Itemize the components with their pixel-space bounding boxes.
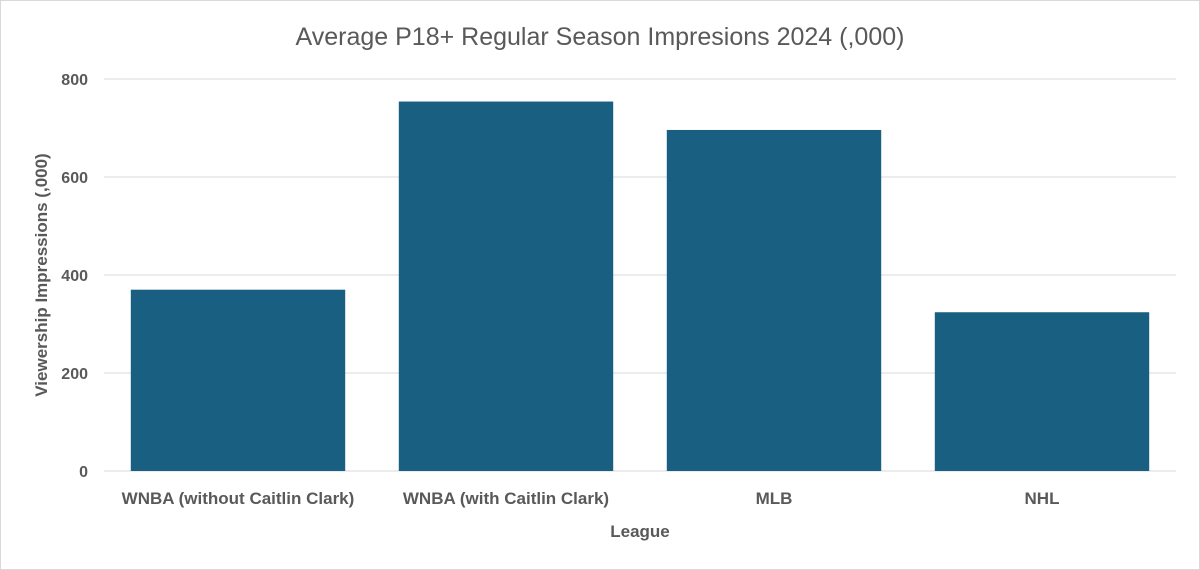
y-axis-title: Viewership Impressions (,000) (32, 153, 51, 396)
bar (130, 289, 346, 471)
y-tick-label: 400 (61, 268, 88, 285)
y-tick-label: 800 (61, 72, 88, 89)
bar (666, 129, 882, 471)
y-tick-label: 0 (79, 464, 88, 481)
chart-title: Average P18+ Regular Season Impresions 2… (296, 23, 905, 51)
y-tick-label: 600 (61, 170, 88, 187)
x-tick-label: NHL (1025, 489, 1060, 508)
y-tick-label: 200 (61, 366, 88, 383)
bars (130, 101, 1150, 471)
x-tick-label: WNBA (without Caitlin Clark) (122, 489, 355, 508)
y-tick-labels: 0 200 400 600 800 (61, 72, 88, 481)
bar (934, 312, 1150, 471)
x-tick-labels: WNBA (without Caitlin Clark) WNBA (with C… (122, 489, 1060, 508)
x-axis-title: League (610, 522, 670, 541)
x-tick-label: WNBA (with Caitlin Clark) (403, 489, 609, 508)
x-tick-label: MLB (756, 489, 793, 508)
bar (398, 101, 614, 471)
